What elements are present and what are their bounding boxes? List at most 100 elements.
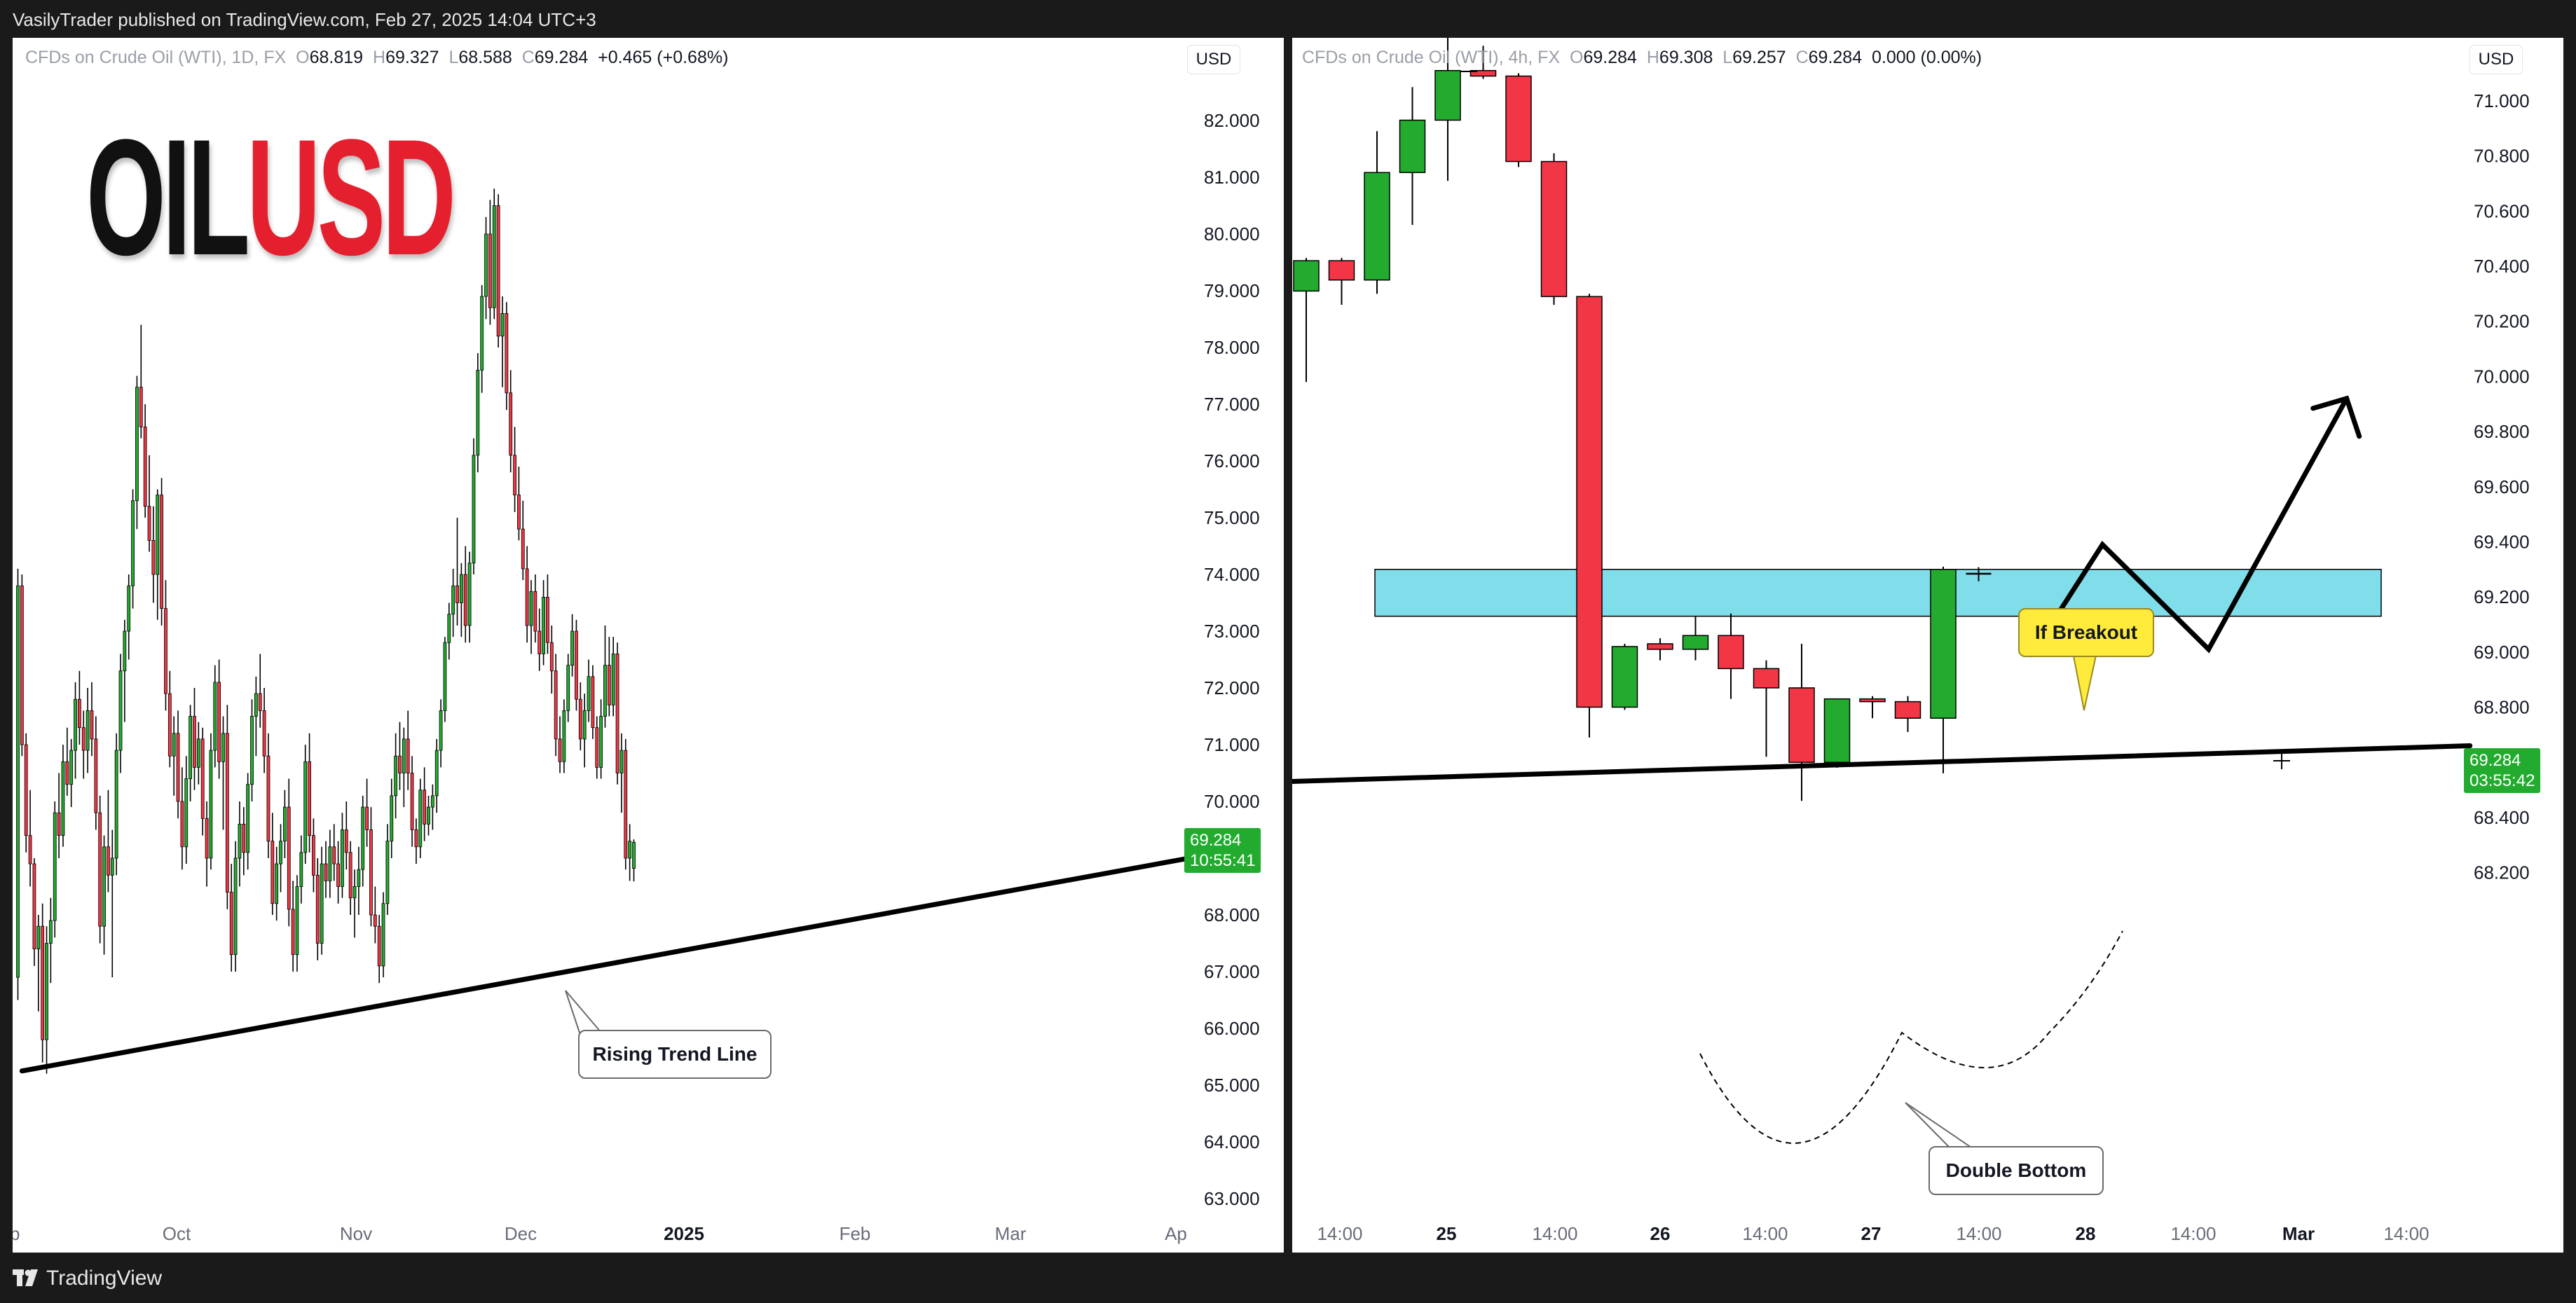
candle-body <box>328 846 332 881</box>
candle-body <box>110 857 114 876</box>
candle-body <box>423 790 427 825</box>
candle-body <box>28 835 32 864</box>
candle-body <box>484 233 488 297</box>
x-tick-label: Dec <box>505 1223 537 1244</box>
callout-pointer <box>2071 652 2098 711</box>
candle-body <box>270 841 275 904</box>
candle-body <box>180 801 184 848</box>
candle-body <box>575 630 578 700</box>
candle-body <box>196 738 200 768</box>
y-tick-label: 70.200 <box>2474 311 2530 332</box>
y-tick-label: 64.000 <box>1204 1131 1260 1152</box>
candle-body <box>139 387 143 427</box>
candle-body <box>102 846 106 927</box>
candle-body <box>295 886 299 956</box>
candle-body <box>45 943 48 1040</box>
candle-body <box>554 670 558 740</box>
candle-body <box>537 630 542 654</box>
change-value: 0.000 (0.00%) <box>1872 48 1982 67</box>
candle-body <box>1328 260 1355 281</box>
candle-body <box>418 790 423 848</box>
currency-button[interactable]: USD <box>2469 45 2523 74</box>
candle-body <box>373 914 377 927</box>
candle-body <box>81 727 85 751</box>
candle-body <box>164 608 167 694</box>
candle-body <box>233 857 238 956</box>
candle-body <box>357 869 361 887</box>
y-tick-label: 69.800 <box>2474 421 2530 442</box>
daily-symbol: CFDs on Crude Oil (WTI), 1D, FX <box>25 48 287 67</box>
y-tick-label: 76.000 <box>1204 450 1260 471</box>
candle-body <box>352 886 357 899</box>
four-hour-chart[interactable]: 71.000 70.800 70.600 70.400 70.200 70.000 69.8… <box>1292 38 2563 1253</box>
candle-body <box>348 852 352 899</box>
x-tick-label: Nov <box>340 1223 372 1244</box>
candle-body <box>619 750 624 773</box>
candle-body <box>275 863 279 904</box>
candle-body <box>189 716 193 779</box>
candle-body <box>439 710 443 751</box>
candle-body <box>254 693 258 717</box>
candle-body <box>341 829 344 887</box>
y-tick-label: 77.000 <box>1204 394 1260 415</box>
x-tick-label: 28 <box>2076 1223 2096 1244</box>
candle-body <box>533 591 537 632</box>
candle-body <box>599 716 603 768</box>
if-breakout-label[interactable]: If Breakout <box>2018 608 2154 657</box>
candle-body <box>24 744 28 836</box>
y-tick-label: 73.000 <box>1204 621 1260 642</box>
candle-body <box>624 750 628 859</box>
candle-body <box>160 495 164 609</box>
candle-body <box>1788 687 1815 763</box>
y-tick-label: 74.000 <box>1204 564 1260 585</box>
candle-body <box>365 806 369 830</box>
candle-body <box>20 585 24 745</box>
candle-body <box>320 863 324 944</box>
candle-body <box>279 841 282 864</box>
candle-body <box>36 925 41 949</box>
open-value: 68.819 <box>309 48 364 67</box>
x-tick-label: 14:00 <box>2383 1223 2429 1244</box>
four-hour-chart-panel[interactable]: 71.000 70.800 70.600 70.400 70.200 70.000 69.8… <box>1292 38 2563 1253</box>
candle-body <box>238 824 242 859</box>
x-tick-label: Oct <box>163 1223 191 1244</box>
candle-body <box>65 761 69 785</box>
daily-chart-panel[interactable]: 82.000 81.000 80.000 79.000 78.000 77.000 76.0… <box>13 38 1284 1253</box>
currency-button[interactable]: USD <box>1187 45 1240 74</box>
candle-body <box>135 387 139 502</box>
candle-body <box>521 528 525 570</box>
candle-body <box>127 585 131 632</box>
candle-body <box>246 784 250 853</box>
y-tick-label: 70.000 <box>2474 366 2530 387</box>
candle-body <box>48 920 53 944</box>
daily-price-value: 69.284 <box>1190 831 1242 850</box>
candle-body <box>193 716 196 768</box>
oilusd-logo-title: OILUSD <box>86 105 456 290</box>
x-tick-label: Feb <box>840 1223 871 1244</box>
callout-pointer <box>1905 1102 1976 1150</box>
rising-trend-line-label[interactable]: Rising Trend Line <box>578 1030 772 1079</box>
y-tick-label: 82.000 <box>1204 110 1260 131</box>
x-tick-label: 14:00 <box>1532 1223 1577 1244</box>
candle-body <box>591 676 595 729</box>
candle-body <box>1823 698 1851 763</box>
x-tick-label: Ap <box>1165 1223 1187 1244</box>
resistance-zone <box>1374 569 2382 617</box>
x-tick-label: Mar <box>995 1223 1027 1244</box>
high-value: 69.308 <box>1659 48 1713 67</box>
candle-body <box>53 812 57 921</box>
candle-body <box>542 597 545 654</box>
candle-body <box>172 733 176 757</box>
candle-body <box>41 925 45 1040</box>
daily-chart[interactable]: 82.000 81.000 80.000 79.000 78.000 77.000 76.0… <box>13 38 1284 1253</box>
candle-body <box>78 698 81 729</box>
candle-body <box>410 773 414 830</box>
candle-body <box>480 296 484 371</box>
double-bottom-label[interactable]: Double Bottom <box>1928 1146 2104 1195</box>
tradingview-brand: TradingView <box>46 1267 163 1290</box>
candle-body <box>578 698 582 740</box>
x-tick-label: 2025 <box>664 1223 704 1244</box>
candle-body <box>566 665 570 711</box>
candle-body <box>434 750 439 797</box>
y-tick-label: 70.600 <box>2474 200 2530 221</box>
